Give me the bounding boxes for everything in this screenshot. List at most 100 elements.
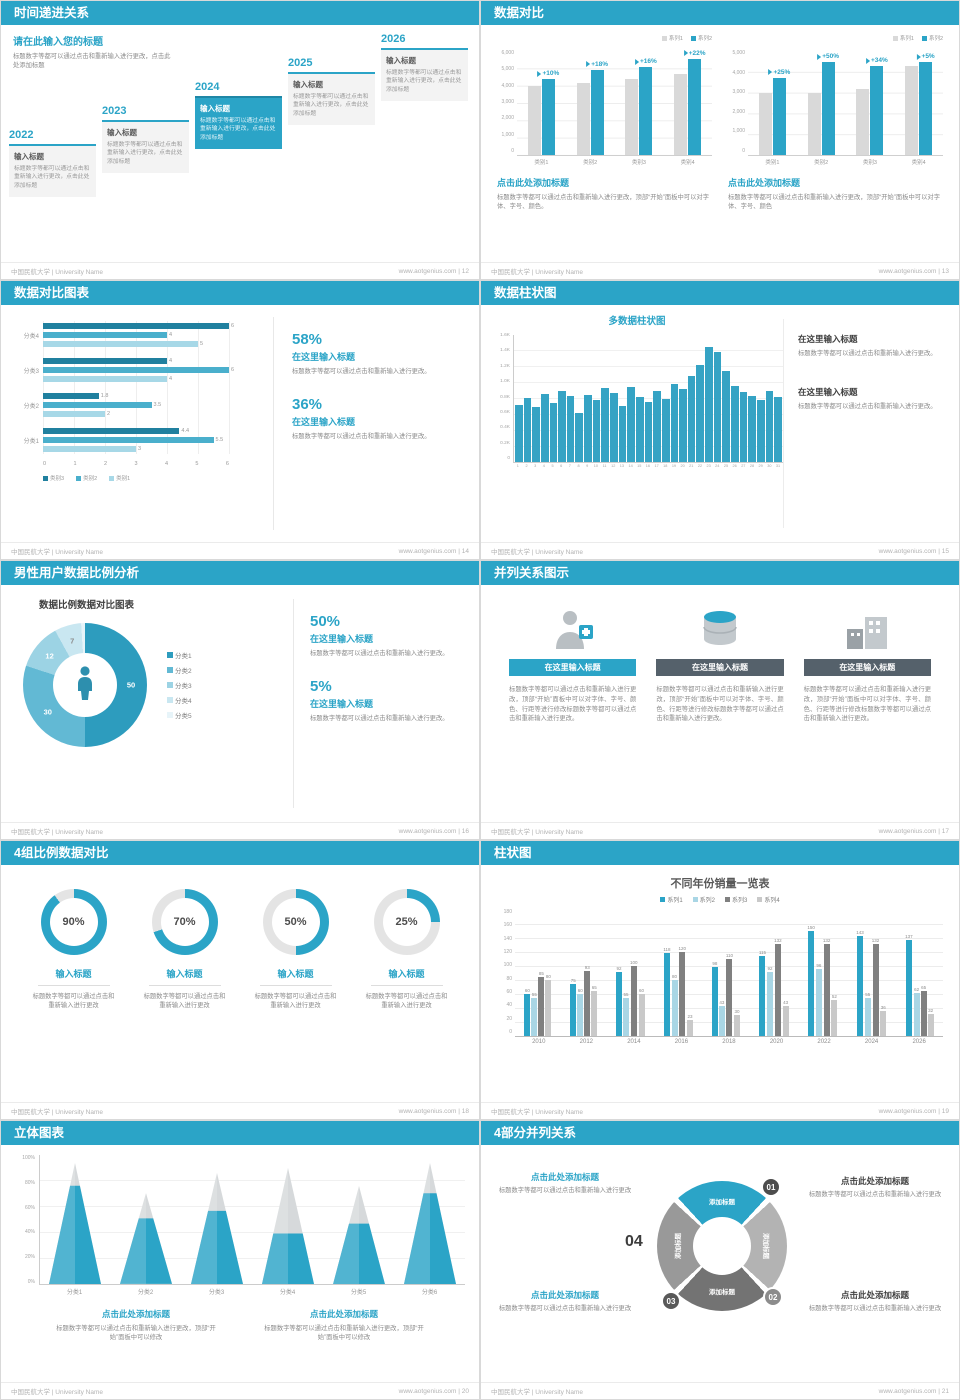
x-tick: 6 <box>560 464 563 468</box>
y-tick: 0 <box>507 456 510 461</box>
bar-change-label: +18% <box>586 61 608 68</box>
timeline-step: 2025 输入标题 标题数字等都可以通过点击和重新输入进行更改，点击此处添加标题 <box>288 57 375 126</box>
timeline-year: 2025 <box>288 57 313 69</box>
legend-label: 分类3 <box>175 683 192 690</box>
bar <box>638 994 645 1036</box>
slide-header: 柱状图 <box>481 841 959 865</box>
block-title: 点击此处添加标题 <box>728 178 801 188</box>
block-title: 点击此处添加标题 <box>530 1172 599 1182</box>
y-tick: 0 <box>742 147 745 154</box>
bar <box>774 943 781 1036</box>
slide-header: 时间递进关系 <box>1 1 479 25</box>
stats-column: 50% 在这里输入标题 标题数字等都可以通过点击和重新输入进行更改。 5% 在这… <box>293 599 479 808</box>
bar-series2: +5% <box>919 53 935 155</box>
chart-legend: 系列1 系列2 <box>497 33 712 43</box>
bar-value-label: 43 <box>783 999 789 1005</box>
x-tick: 13 <box>619 464 625 468</box>
x-tick: 25 <box>723 464 729 468</box>
slide-header: 4组比例数据对比 <box>1 841 479 865</box>
bar <box>722 370 731 462</box>
chart-legend: 分类1 分类2 分类3 分类4 分类5 <box>167 650 192 720</box>
legend-label: 系列2 <box>928 36 943 42</box>
slide-footer: 中国民航大学 | University Name www.aotgenius.c… <box>481 542 959 559</box>
ring-title: 输入标题 <box>277 969 314 979</box>
bar-value-label: 55 <box>623 991 629 997</box>
chart-legend: 系列1 系列2 <box>728 33 943 43</box>
y-tick: 160 <box>503 922 512 929</box>
bar <box>43 402 152 408</box>
bar-value-label: 118 <box>663 947 671 953</box>
y-tick: 5,000 <box>732 50 745 56</box>
bar-change-label: +34% <box>866 57 888 64</box>
x-tick: 19 <box>671 464 677 468</box>
x-tick: 2014 <box>627 1039 641 1045</box>
bar <box>532 407 540 462</box>
bar <box>687 1019 694 1036</box>
y-tick: 2,000 <box>501 115 514 122</box>
chart-panel: 多数据柱状图 1.6K 1.4K 1.2K 1.0K 0.8K 0.6K 0.4K 0.2K 0… <box>481 305 783 542</box>
bar-value-label: 80 <box>672 974 678 979</box>
bar <box>748 396 756 462</box>
y-tick: 3,000 <box>501 98 514 105</box>
compare-canvas: 系列1 系列2 6,000 5,000 4,000 3,000 2,000 1,000 0 +10… <box>481 25 959 262</box>
bar-chart: 系列1 系列2 6,000 5,000 4,000 3,000 2,000 1,000 0 +10… <box>497 33 712 166</box>
title-button[interactable]: 在这里输入标题 <box>803 659 931 676</box>
donut-value-label: 50 <box>126 680 136 690</box>
chart-body: 5,000 4,000 3,000 2,000 1,000 0 +25% +50% +34% +5… <box>728 50 943 156</box>
x-tick: 2026 <box>912 1039 926 1045</box>
block-title: 点击此处添加标题 <box>101 1309 170 1319</box>
ring-percent: 70% <box>173 916 196 928</box>
slide-header: 男性用户数据比例分析 <box>1 561 479 585</box>
donut-value-label: 12 <box>45 651 54 661</box>
bar-value-label: 75 <box>570 977 576 983</box>
bar-value-label: 65 <box>921 984 927 990</box>
x-tick: 类别1 <box>765 160 780 166</box>
plot-area: 分类4 6 4 5 分类3 4 6 4 分类2 1.8 3.5 2 分类1 4.4 5.5 3 <box>13 321 247 454</box>
hbar-chart: 分类4 6 4 5 分类3 4 6 4 分类2 1.8 3.5 2 分类1 4.4 5.5 3 0 1 2 3 4 5 6 类… <box>1 305 273 542</box>
slide-footer: 中国民航大学 | University Name www.aotgenius.c… <box>1 822 479 839</box>
x-tick: 2012 <box>579 1039 593 1045</box>
timeline-step-text: 标题数字等都可以通过点击和重新输入进行更改，点击此处添加标题 <box>200 118 276 141</box>
bar <box>566 396 575 462</box>
block-title: 点击此处添加标题 <box>840 1290 909 1300</box>
bar-value-label: 98 <box>712 961 718 967</box>
legend-label: 类别1 <box>116 476 131 482</box>
legend-label: 类别3 <box>50 476 65 482</box>
bar <box>726 959 733 1036</box>
footer-page: www.aotgenius.com | 15 <box>878 547 949 555</box>
footer-page: www.aotgenius.com | 17 <box>878 827 949 835</box>
timeline-step: 2022 输入标题 标题数字等都可以通过点击和重新输入进行更改，点击此处添加标题 <box>9 129 96 198</box>
donut-value-label: 30 <box>43 707 52 717</box>
divider <box>370 985 443 986</box>
bar-group: +50% <box>807 52 839 155</box>
bar-value-label: 3 <box>138 446 142 452</box>
x-axis-labels: 2010 2012 2014 2016 2018 2020 2022 2024 2026 <box>515 1039 943 1045</box>
bar-change-label: +25% <box>768 69 790 76</box>
legend-swatch <box>167 652 173 658</box>
y-tick: 140 <box>503 935 512 942</box>
bar-value-label: 132 <box>774 937 782 943</box>
bar <box>831 999 838 1036</box>
bar-value-label: 120 <box>678 946 687 951</box>
y-tick: 0.4K <box>500 425 510 431</box>
title-button[interactable]: 在这里输入标题 <box>509 659 637 676</box>
bar <box>592 400 601 462</box>
cone <box>120 1193 173 1284</box>
stat-value: 36% <box>292 396 323 414</box>
ring-column: 25% 输入标题 标题数字等都可以通过点击和重新输入进行更改 <box>358 889 455 1102</box>
bar <box>756 400 765 462</box>
text-block: 在这里输入标题 标题数字等都可以通过点击和重新输入进行更改。 <box>798 333 945 358</box>
bar-value-label: 23 <box>687 1013 693 1019</box>
bar <box>618 406 627 462</box>
slide-header: 并列关系图示 <box>481 561 959 585</box>
title-button[interactable]: 在这里输入标题 <box>656 659 784 676</box>
ring-column: 70% 输入标题 标题数字等都可以通过点击和重新输入进行更改 <box>136 889 233 1102</box>
legend-label: 分类5 <box>175 713 192 720</box>
timeline-step-title: 输入标题 <box>293 80 323 89</box>
step-number-badge: 03 <box>661 1291 681 1311</box>
bar-value-label: 4 <box>169 332 173 338</box>
bar <box>43 332 167 338</box>
bar-value-label: 5 <box>200 341 204 347</box>
bar-series1 <box>674 74 688 155</box>
x-tick: 31 <box>775 464 781 468</box>
